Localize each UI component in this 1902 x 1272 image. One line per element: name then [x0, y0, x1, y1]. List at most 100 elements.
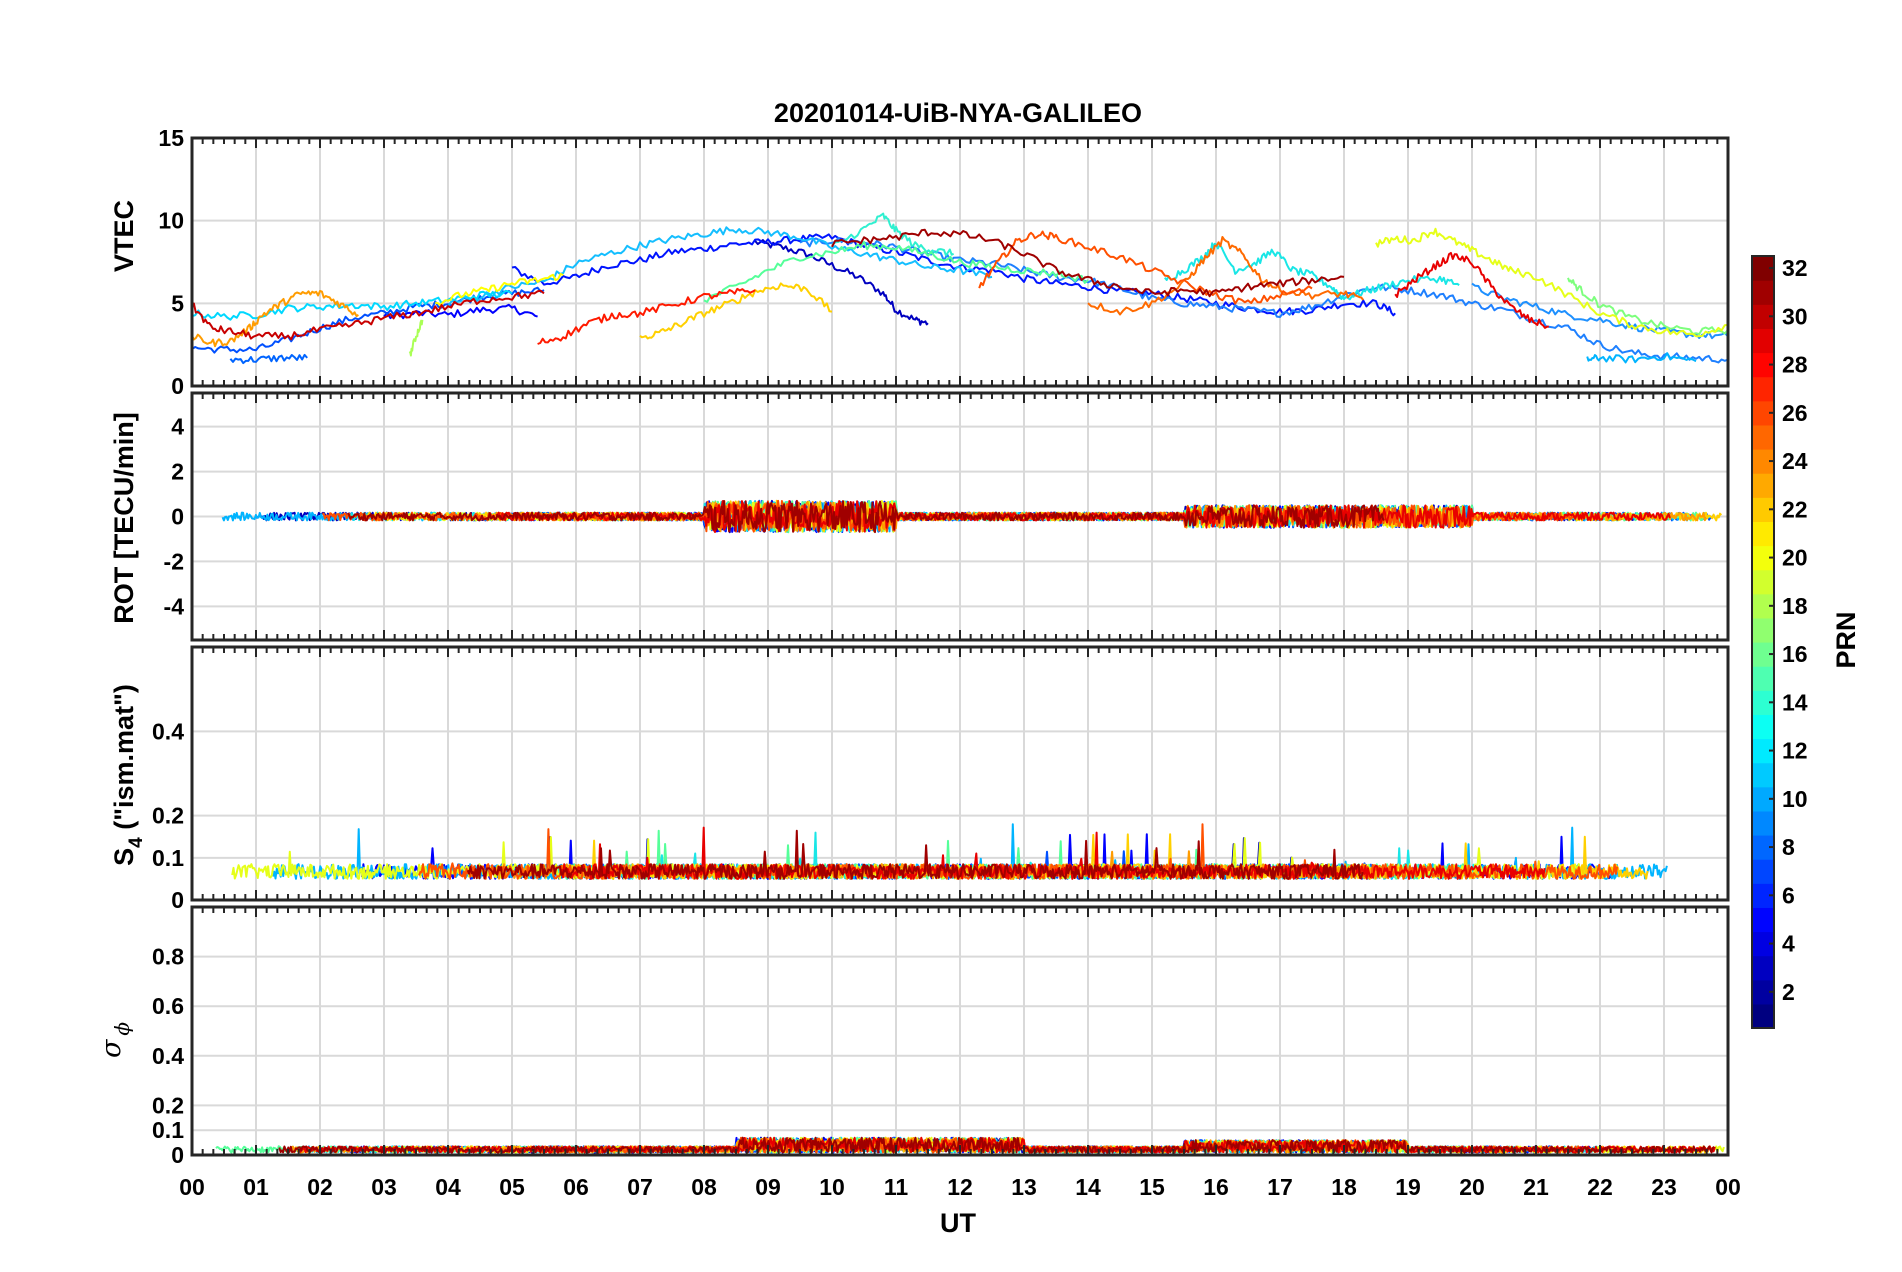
x-tick-label: 17: [1267, 1174, 1293, 1200]
s4-trace: [466, 829, 1364, 880]
colorbar-cell-prn-12: [1752, 738, 1774, 764]
x-tick-label: 04: [435, 1174, 461, 1200]
x-tick-label: 23: [1651, 1174, 1677, 1200]
x-tick-label: 22: [1587, 1174, 1613, 1200]
vtec-series-prn-7: [229, 353, 308, 365]
vtec-series-prn-21: [639, 282, 833, 340]
colorbar-cell-prn-15: [1752, 666, 1774, 691]
s4-panel: 0 0.1 0.2 0.4: [152, 645, 1730, 913]
x-tick-label: 06: [563, 1174, 589, 1200]
colorbar-tick-label: 18: [1782, 593, 1808, 619]
y-tick-label: 15: [158, 125, 184, 151]
x-tick-label: 12: [947, 1174, 973, 1200]
rot-panel: -4 -2 0 2 4: [164, 391, 1730, 642]
vtec-series-prn-2: [754, 239, 929, 326]
colorbar-cell-prn-6: [1752, 883, 1774, 908]
colorbar-tick-label: 4: [1782, 931, 1795, 957]
colorbar-cell-prn-25: [1752, 424, 1774, 450]
x-tick-label: 11: [884, 1174, 909, 1200]
x-tick-label: 13: [1011, 1174, 1037, 1200]
vtec-series-prn-29: [1394, 251, 1549, 329]
y-tick-label: 0: [171, 504, 184, 530]
vtec-series-prn-28: [537, 287, 756, 345]
y-tick-label: -4: [164, 593, 185, 619]
colorbar-tick-label: 2: [1782, 979, 1795, 1005]
colorbar-tick-label: 28: [1782, 352, 1808, 378]
vtec-series-prn-26: [978, 230, 1313, 305]
colorbar-cell-prn-13: [1752, 714, 1774, 740]
x-tick-label: 03: [371, 1174, 397, 1200]
colorbar-tick-label: 26: [1782, 400, 1808, 426]
x-tick-label: 01: [243, 1174, 269, 1200]
colorbar-cell-prn-23: [1752, 473, 1774, 498]
x-tick-label: 08: [691, 1174, 717, 1200]
vtec-series-prn-9: [1471, 282, 1729, 340]
colorbar-cell-prn-3: [1752, 955, 1774, 981]
vtec-series-prn-20: [435, 272, 564, 307]
y-tick-label: 0.4: [152, 1043, 184, 1069]
vtec-series-prn-6: [191, 286, 545, 354]
colorbar-cell-prn-20: [1752, 545, 1774, 571]
vtec-series-prn-18: [408, 319, 424, 357]
colorbar-tick-label: 10: [1782, 786, 1808, 812]
y-tick-label: 4: [171, 414, 184, 440]
x-tick-label: 15: [1139, 1174, 1165, 1200]
x-tick-label: 05: [499, 1174, 525, 1200]
vtec-series-prn-17: [1567, 277, 1729, 336]
y-tick-label: 0.2: [152, 803, 184, 829]
colorbar-cell-prn-26: [1752, 400, 1774, 426]
colorbar-tick-label: 12: [1782, 738, 1808, 764]
colorbar-cell-prn-17: [1752, 617, 1774, 643]
vtec-panel: 0 5 10 15: [158, 125, 1730, 399]
vtec-series-prn-31: [831, 228, 1345, 298]
vtec-series-prn-23: [191, 290, 359, 348]
x-tick-label: 14: [1075, 1174, 1101, 1200]
y-tick-label: 0.1: [152, 845, 184, 871]
vtec-series-prn-12: [191, 289, 513, 321]
y-tick-label: 0.8: [152, 944, 184, 970]
vtec-series-prn-16: [703, 240, 1089, 303]
y-tick-label: 0.2: [152, 1092, 184, 1118]
vtec-series-prn-30: [191, 289, 545, 341]
colorbar-cell-prn-27: [1752, 376, 1774, 402]
colorbar-cell-prn-2: [1752, 979, 1774, 1005]
colorbar-tick-label: 16: [1782, 641, 1808, 667]
colorbar-label: PRN: [1831, 611, 1861, 668]
colorbar-cell-prn-24: [1752, 449, 1774, 474]
x-tick-label: 02: [307, 1174, 333, 1200]
x-tick-label: 09: [755, 1174, 781, 1200]
colorbar-cell-prn-8: [1752, 835, 1774, 860]
colorbar-cell-prn-22: [1752, 497, 1774, 522]
x-tick-label: 07: [627, 1174, 653, 1200]
colorbar-tick-label: 22: [1782, 496, 1808, 522]
colorbar-cell-prn-21: [1752, 521, 1774, 547]
x-tick-label: 18: [1331, 1174, 1357, 1200]
sigma-phi-axis-label: σϕ: [96, 1022, 134, 1058]
colorbar-cell-prn-32: [1752, 256, 1774, 281]
x-tick-label: 21: [1523, 1174, 1549, 1200]
colorbar-cell-prn-5: [1752, 907, 1774, 933]
y-tick-label: 0: [171, 373, 184, 399]
colorbar-cell-prn-16: [1752, 642, 1774, 667]
colorbar-tick-label: 14: [1782, 689, 1808, 715]
colorbar-cell-prn-10: [1752, 786, 1774, 812]
colorbar-cell-prn-18: [1752, 593, 1774, 619]
s4-axis-label: S4 ("ism.mat"): [109, 684, 147, 866]
colorbar-tick-label: 6: [1782, 882, 1795, 908]
colorbar-cell-prn-30: [1752, 304, 1774, 329]
colorbar-cell-prn-7: [1752, 859, 1774, 884]
colorbar-cell-prn-14: [1752, 690, 1774, 715]
x-tick-label: 00: [1715, 1174, 1741, 1200]
sigma-trace: [278, 1136, 1715, 1154]
vtec-series-prn-25: [1087, 236, 1364, 316]
y-tick-label: 0.4: [152, 718, 184, 744]
y-tick-label: -2: [164, 548, 184, 574]
rot-trace: [346, 499, 1385, 534]
x-tick-label: 16: [1203, 1174, 1229, 1200]
vtec-series-prn-14: [831, 212, 955, 257]
y-tick-label: 0: [171, 887, 184, 913]
colorbar-tick-label: 24: [1782, 448, 1808, 474]
vtec-series-prn-4: [511, 233, 1396, 317]
rot-axis-label: ROT [TECU/min]: [109, 412, 139, 623]
